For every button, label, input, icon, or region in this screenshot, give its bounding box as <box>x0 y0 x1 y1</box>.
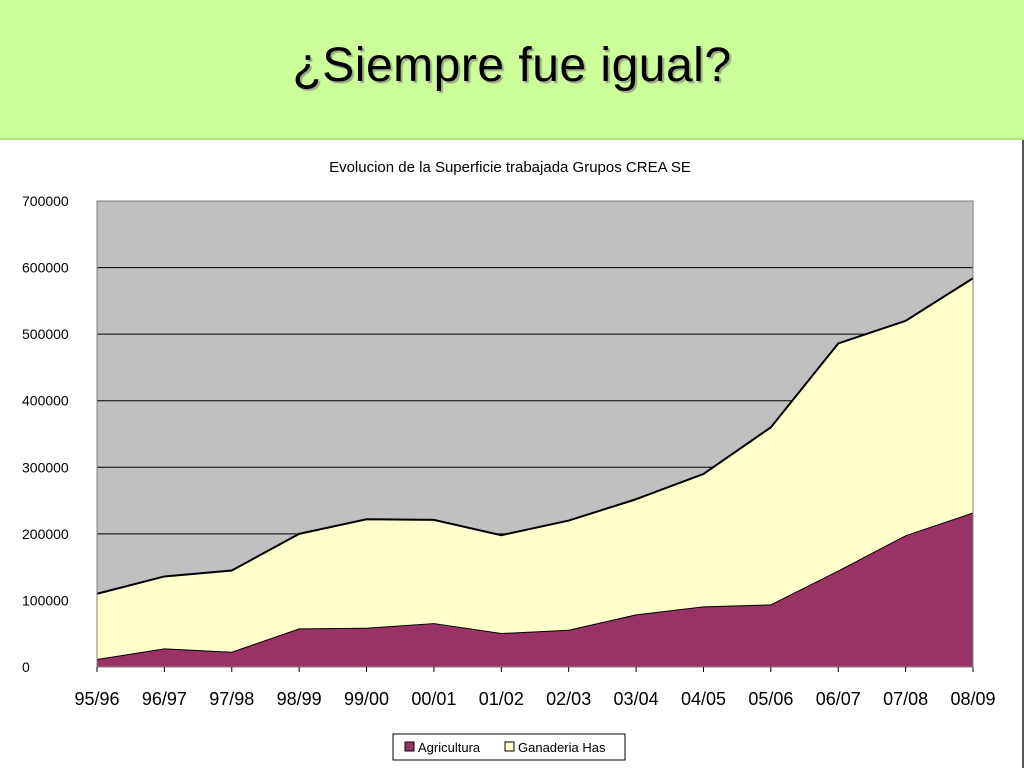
legend-swatch <box>504 741 515 752</box>
y-tick-label: 200000 <box>22 526 69 542</box>
x-tick-label: 06/07 <box>816 689 861 709</box>
x-tick-label: 98/99 <box>277 689 322 709</box>
y-tick-label: 600000 <box>22 260 69 276</box>
legend-label: Ganaderia Has <box>518 740 606 755</box>
series-areas <box>96 200 974 668</box>
x-tick-label: 08/09 <box>950 689 995 709</box>
x-tick-label: 05/06 <box>748 689 793 709</box>
y-tick-label: 400000 <box>22 393 69 409</box>
y-tick-label: 500000 <box>22 326 69 342</box>
x-tick-label: 02/03 <box>546 689 591 709</box>
plot-border <box>96 200 974 668</box>
y-tick-label: 300000 <box>22 459 69 475</box>
slide-title: ¿Siempre fue igual? <box>292 39 732 92</box>
x-axis-ticks: 95/96 96/97 97/98 98/99 99/00 00/01 01/02 02/03… <box>74 667 996 709</box>
legend: Agricultura Ganaderia Has <box>392 733 626 761</box>
slide-header: ¿Siempre fue igual? <box>0 0 1024 140</box>
x-tick-label: 01/02 <box>479 689 524 709</box>
x-tick-label: 99/00 <box>344 689 389 709</box>
x-tick-label: 97/98 <box>209 689 254 709</box>
legend-label: Agricultura <box>418 740 481 755</box>
x-tick-label: 04/05 <box>681 689 726 709</box>
series-line-ganaderia-has <box>96 277 974 595</box>
area-ganaderia-has <box>97 278 973 660</box>
x-tick-label: 95/96 <box>74 689 119 709</box>
y-tick-label: 100000 <box>22 592 69 608</box>
x-tick-label: 03/04 <box>614 689 659 709</box>
y-axis-ticks: 0 100000 200000 300000 400000 500000 600000 700… <box>22 193 69 675</box>
x-tick-label: 00/01 <box>411 689 456 709</box>
x-tick-label: 96/97 <box>142 689 187 709</box>
y-tick-label: 0 <box>22 659 30 675</box>
y-tick-label: 700000 <box>22 193 69 209</box>
x-tick-label: 07/08 <box>883 689 928 709</box>
legend-swatch <box>404 741 415 752</box>
chart-title: Evolucion de la Superficie trabajada Gru… <box>329 159 691 176</box>
